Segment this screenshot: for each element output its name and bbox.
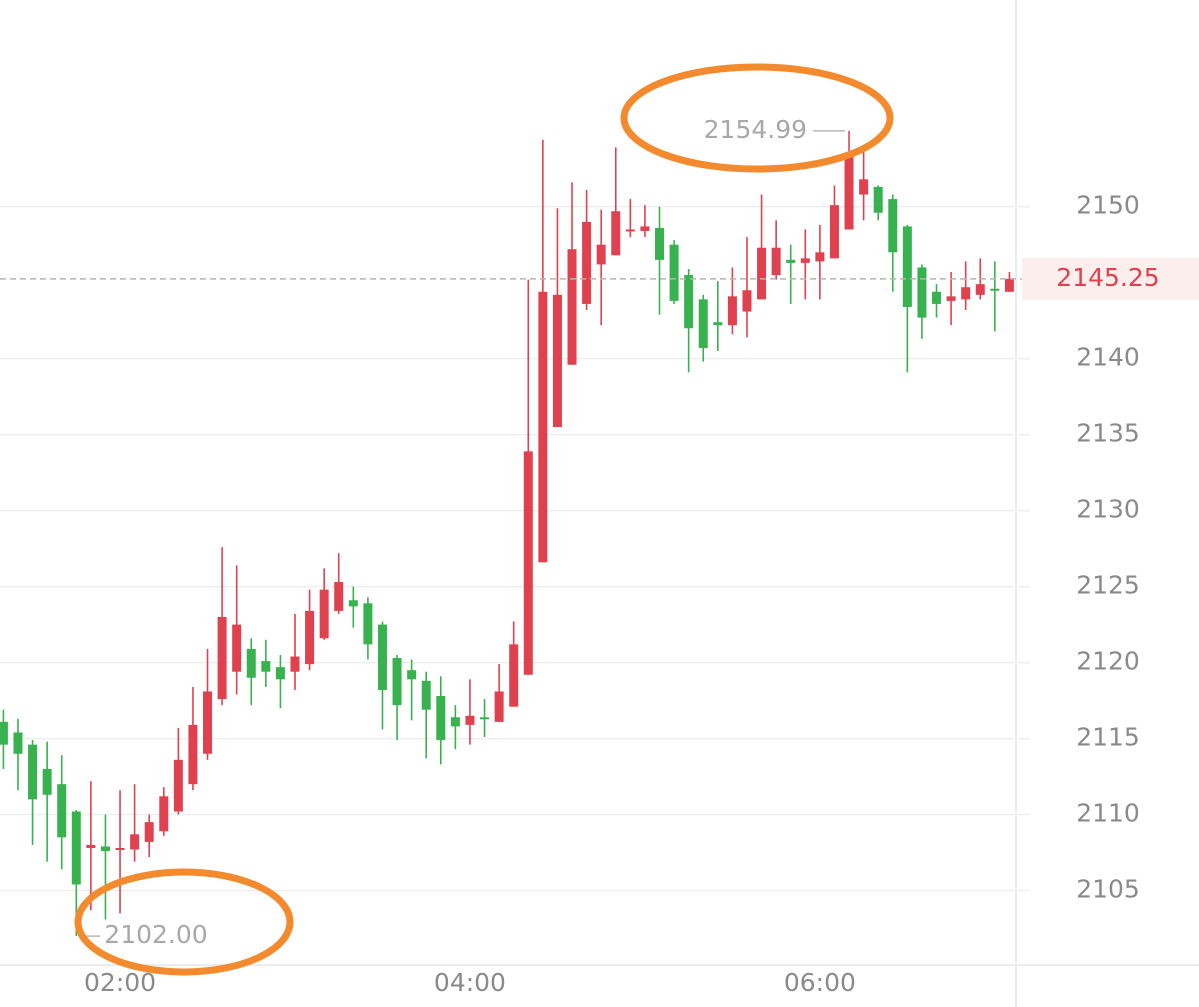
candle-body [917,267,927,318]
candle-body [684,275,694,329]
x-tick-label: 06:00 [784,968,856,997]
highlight-ellipse [74,868,294,976]
candle-body [494,691,504,722]
x-tick-label: 02:00 [84,968,156,997]
candle-body [305,610,315,665]
candle-body [319,589,329,639]
grid: 2105 2110 2115 2120 2125 2130 2135 2140 2150 02:0… [0,191,1140,997]
overlay: 2145.25 2154.99 2102.00 [0,115,1199,949]
candle-body [450,717,460,727]
candle-body [902,226,912,307]
x-tick-label: 04:00 [434,968,506,997]
candle-body [334,582,344,611]
candle-body [523,451,533,675]
y-tick-label: 2125 [1076,571,1140,600]
candle-body [596,244,606,265]
candle-body [261,661,271,672]
candle-body [465,715,475,725]
candle-body [421,680,431,710]
last-price-label: 2145.25 [1056,263,1159,292]
candle-body [844,155,854,230]
candle-body [100,846,110,852]
y-tick-label: 2115 [1076,723,1140,752]
candle-body [392,658,402,706]
candle-body [42,768,52,795]
candle-body [115,847,125,850]
candle-body [86,844,96,848]
plot-area [0,130,1014,937]
candle-body [932,291,942,304]
y-tick-label: 2150 [1076,191,1140,220]
candle-body [130,834,140,850]
candle-body [946,296,956,301]
candle-body [567,249,577,365]
candle-body [71,811,81,885]
candle-body [13,732,23,754]
candle-body [888,199,898,253]
min-label: 2102.00 [104,920,207,949]
candle-body [144,822,154,842]
candle-body [348,600,358,607]
candle-body [188,724,198,785]
candle-body [757,247,767,300]
candle-body [961,287,971,300]
last-price-bg [1022,257,1199,300]
candle-body [669,244,679,301]
candle-body [800,258,810,263]
candle-body [173,759,183,812]
y-tick-label: 2110 [1076,799,1140,828]
y-tick-label: 2135 [1076,419,1140,448]
candle-body [582,221,592,304]
candle-body [232,624,242,672]
y-tick-label: 2105 [1076,875,1140,904]
candle-body [407,670,417,680]
candle-body [990,288,1000,291]
candle-body [771,247,781,276]
candle-body [363,603,373,645]
candle-body [815,252,825,262]
candle-body [377,624,387,690]
candle-body [698,299,708,349]
candle-body [217,616,227,700]
candle-body [436,696,446,741]
y-tick-label: 2130 [1076,495,1140,524]
candle-body [28,744,38,800]
candle-body [873,186,883,213]
candle-body [713,322,723,326]
candle-body [246,648,256,678]
candle-body [786,259,796,263]
candle-body [552,294,562,428]
candle-body [538,291,548,563]
candle-body [290,656,300,672]
candle-body [203,691,213,754]
candle-body [640,226,650,231]
candle-body [859,179,869,195]
highlight-ellipse [620,63,894,173]
candle-body [159,796,169,832]
candle-body [0,721,8,745]
candle-body [625,229,635,232]
candle-body [975,284,985,295]
candle-body [829,205,839,259]
y-tick-label: 2140 [1076,343,1140,372]
candle-body [655,227,664,260]
candle-body [727,296,737,326]
candle-body [57,784,67,838]
candle-body [742,290,752,312]
candle-body [611,211,621,256]
candle-body [275,667,285,680]
candle-body [480,717,490,720]
max-label: 2154.99 [704,115,807,144]
candle-body [509,644,519,707]
y-tick-label: 2120 [1076,647,1140,676]
candle-body [1004,278,1014,292]
